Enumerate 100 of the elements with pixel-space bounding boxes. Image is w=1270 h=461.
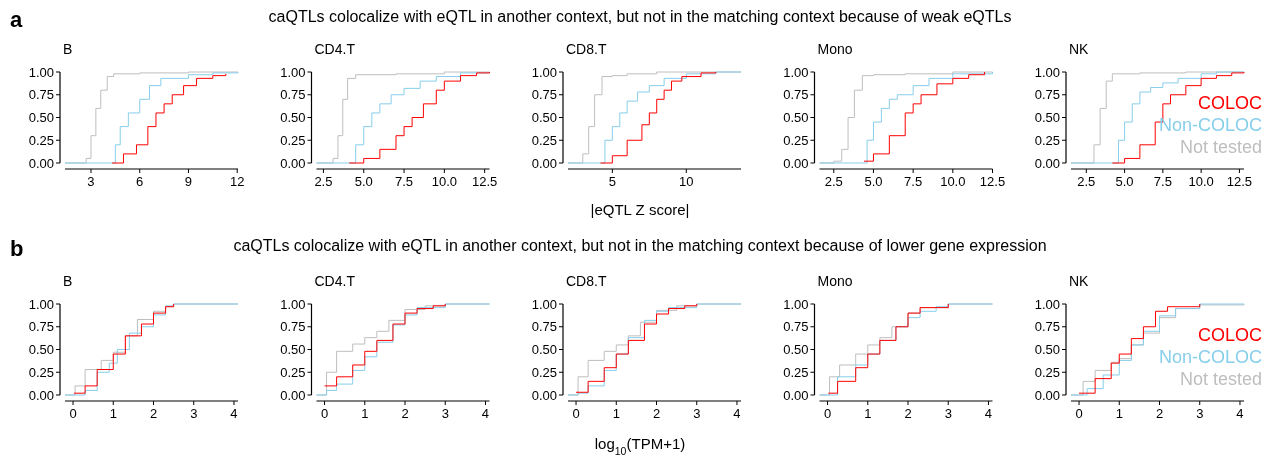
series-label: COLOC [1197,325,1262,345]
x-tick-label: 5 [608,174,616,189]
y-tick-label: 0.50 [531,342,557,358]
y-tick-label: 1.00 [531,296,557,312]
y-tick-label: 0.00 [531,155,557,171]
x-tick-label: 3 [944,406,952,421]
series-label: Non-COLOC [1158,115,1262,135]
text: caQTLs colocalize with eQTL in another context, but not in the matching context because of weak eQTLs [268,8,1012,25]
x-tick-label: 1 [864,406,872,421]
text: caQTLs colocalize with eQTL in another context, but not in the matching context because of lower gene expression [233,237,1047,254]
x-tick-label: 0 [69,406,77,421]
x-tick-label: 3 [87,174,95,189]
y-tick-label: 1.00 [1034,296,1060,312]
x-tick-label: 6 [136,174,144,189]
series-label: Non-COLOC [1158,347,1262,367]
y-tick-label: 0.00 [28,155,54,171]
y-tick-label: 0.00 [280,155,306,171]
y-tick-label: 0.50 [280,342,306,358]
y-tick-label: 0.25 [783,364,809,380]
y-tick-label: 0.50 [1034,342,1060,358]
y-tick-label: 0.50 [531,110,557,126]
x-axis-title: |eQTL Z score| [590,201,690,218]
y-tick-label: 1.00 [28,64,54,80]
chart-title: Mono [817,273,853,289]
y-tick-label: 0.50 [1034,110,1060,126]
y-tick-label: 0.75 [783,87,809,103]
y-tick-label: 0.25 [1034,364,1060,380]
y-tick-label: 1.00 [280,296,306,312]
y-tick-label: 0.50 [28,110,54,126]
y-tick-label: 0.50 [783,342,809,358]
series-label: COLOC [1197,93,1262,113]
chart-title: CD4.T [314,273,356,289]
y-tick-label: 0.25 [28,364,54,380]
text: Not tested [1179,369,1262,389]
y-tick-label: 1.00 [783,296,809,312]
x-tick-label: 2.5 [1077,174,1096,189]
y-tick-label: 1.00 [1034,64,1060,80]
y-tick-label: 0.25 [531,132,557,148]
y-tick-label: 0.00 [1034,155,1060,171]
y-tick-label: 0.75 [1034,87,1060,103]
chart-title: CD4.T [314,41,356,57]
y-tick-label: 0.00 [1034,387,1060,403]
y-tick-label: 0.00 [531,387,557,403]
y-tick-label: 0.50 [783,110,809,126]
y-tick-label: 0.75 [28,319,54,335]
x-tick-label: 12.5 [1226,174,1253,189]
y-tick-label: 0.25 [280,364,306,380]
x-tick-label: 1 [1115,406,1123,421]
y-tick-label: 0.75 [28,87,54,103]
x-tick-label: 4 [230,406,238,421]
y-tick-label: 0.00 [28,387,54,403]
chart-title: Mono [817,41,853,57]
x-tick-label: 4 [1236,406,1244,421]
x-tick-label: 5.0 [354,174,373,189]
x-tick-label: 12 [229,174,245,189]
x-tick-label: 1 [612,406,620,421]
x-tick-label: 1 [361,406,369,421]
y-tick-label: 0.50 [280,110,306,126]
chart-title: CD8.T [566,273,607,289]
x-tick-label: 2 [652,406,661,421]
y-tick-label: 1.00 [783,64,809,80]
x-tick-label: 4 [481,406,490,421]
x-tick-label: 0 [572,406,580,421]
x-tick-label: 2.5 [314,174,333,189]
x-tick-label: 2 [149,406,158,421]
y-tick-label: 0.75 [280,319,306,335]
x-tick-label: 2.5 [824,174,843,189]
y-tick-label: 0.25 [1034,132,1060,148]
x-tick-label: 2 [1155,406,1164,421]
y-tick-label: 0.25 [28,132,54,148]
y-tick-label: 0.25 [280,132,306,148]
x-tick-label: 10.0 [431,174,458,189]
x-tick-label: 5.0 [864,174,883,189]
x-tick-label: 3 [441,406,449,421]
x-tick-label: 4 [733,406,741,421]
y-tick-label: 1.00 [280,64,306,80]
y-tick-label: 0.25 [783,132,809,148]
y-tick-label: 0.75 [531,87,557,103]
x-tick-label: 12.5 [979,174,1006,189]
y-tick-label: 0.50 [28,342,54,358]
x-tick-label: 7.5 [904,174,923,189]
x-axis-title: log$_{10}$(TPM+1) [594,435,686,457]
x-tick-label: 7.5 [1153,174,1172,189]
y-tick-label: 0.75 [1034,319,1060,335]
x-tick-label: 7.5 [395,174,414,189]
y-tick-label: 1.00 [28,296,54,312]
text: b [10,236,24,261]
x-tick-label: 10.0 [1188,174,1214,189]
x-tick-label: 3 [190,406,198,421]
y-tick-label: 0.25 [531,364,557,380]
x-tick-label: 1 [109,406,117,421]
chart-title: NK [1069,273,1090,289]
x-tick-label: 10.0 [940,174,966,189]
y-tick-label: 0.75 [280,87,306,103]
y-tick-label: 1.00 [531,64,557,80]
x-tick-label: 4 [984,406,993,421]
x-tick-label: 2 [401,406,409,421]
y-tick-label: 0.75 [531,319,557,335]
x-tick-label: 2 [904,406,912,421]
y-tick-label: 0.00 [280,387,306,403]
